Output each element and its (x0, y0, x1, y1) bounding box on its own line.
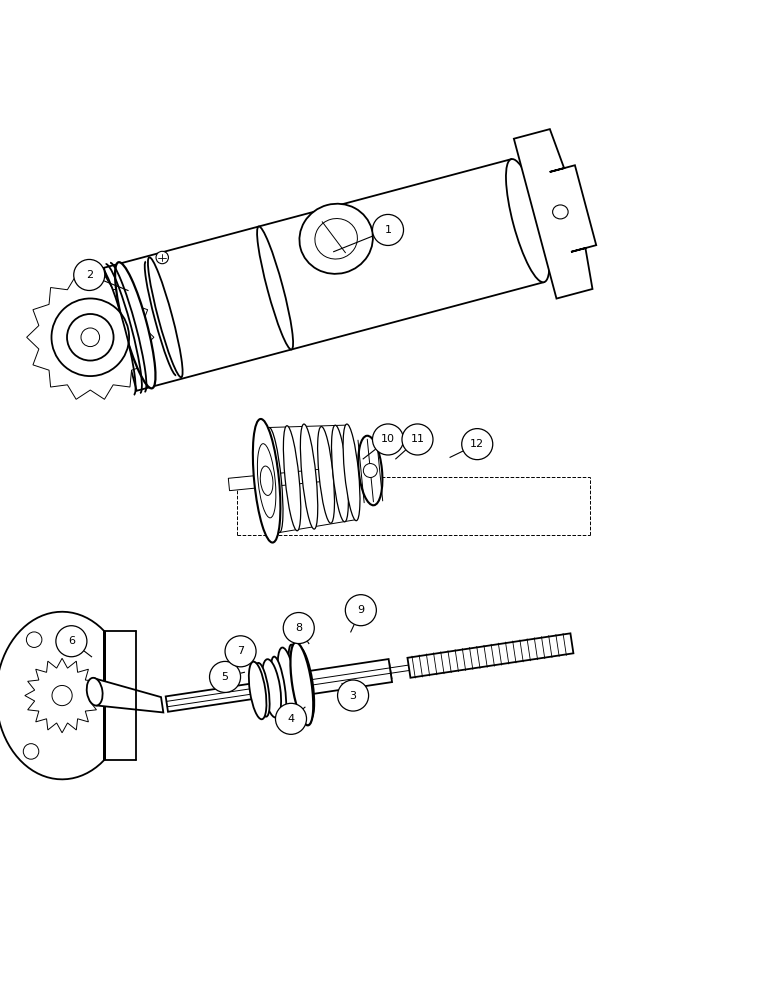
Ellipse shape (331, 425, 348, 522)
Circle shape (225, 636, 256, 667)
Circle shape (345, 595, 376, 626)
Ellipse shape (258, 444, 276, 518)
Ellipse shape (257, 226, 293, 350)
Polygon shape (282, 659, 392, 698)
Text: 4: 4 (287, 714, 295, 724)
Ellipse shape (115, 262, 155, 388)
Text: 1: 1 (384, 225, 392, 235)
Ellipse shape (148, 257, 182, 377)
Polygon shape (26, 275, 154, 399)
Ellipse shape (294, 647, 314, 720)
Ellipse shape (363, 464, 377, 477)
Circle shape (283, 613, 314, 644)
Circle shape (275, 703, 307, 734)
Polygon shape (106, 633, 136, 758)
Circle shape (210, 661, 241, 692)
Circle shape (462, 429, 493, 460)
Ellipse shape (283, 426, 301, 531)
Polygon shape (407, 633, 573, 678)
Ellipse shape (359, 436, 383, 505)
Ellipse shape (249, 662, 266, 719)
Text: 5: 5 (221, 672, 229, 682)
Ellipse shape (265, 427, 283, 533)
Circle shape (156, 251, 168, 264)
Polygon shape (166, 663, 391, 712)
Text: 8: 8 (295, 623, 303, 633)
Ellipse shape (67, 314, 113, 361)
Ellipse shape (81, 328, 99, 347)
Ellipse shape (262, 659, 281, 718)
Circle shape (402, 424, 433, 455)
Text: 12: 12 (470, 439, 484, 449)
Text: 9: 9 (357, 605, 365, 615)
Polygon shape (228, 467, 349, 491)
Text: 6: 6 (68, 636, 75, 646)
Circle shape (338, 680, 369, 711)
Ellipse shape (317, 427, 334, 523)
Ellipse shape (260, 466, 273, 495)
Circle shape (26, 632, 42, 647)
Text: 7: 7 (237, 646, 244, 656)
Ellipse shape (87, 678, 102, 706)
Ellipse shape (553, 205, 568, 219)
Circle shape (372, 214, 404, 245)
Polygon shape (514, 129, 596, 299)
Ellipse shape (343, 424, 360, 521)
Ellipse shape (506, 159, 549, 282)
Text: 2: 2 (85, 270, 93, 280)
Polygon shape (104, 159, 544, 391)
Ellipse shape (289, 645, 306, 724)
Ellipse shape (253, 419, 280, 543)
Circle shape (372, 424, 404, 455)
Ellipse shape (51, 298, 129, 376)
Ellipse shape (300, 204, 373, 274)
Ellipse shape (290, 642, 314, 725)
Polygon shape (25, 658, 99, 733)
Circle shape (74, 259, 105, 290)
Ellipse shape (52, 685, 72, 706)
Text: 3: 3 (349, 691, 357, 701)
Ellipse shape (300, 424, 317, 529)
Ellipse shape (271, 657, 286, 718)
Polygon shape (92, 678, 163, 712)
Text: 11: 11 (411, 434, 424, 444)
Text: 10: 10 (381, 434, 395, 444)
Ellipse shape (255, 663, 269, 717)
Circle shape (56, 626, 87, 657)
Ellipse shape (278, 648, 298, 724)
Polygon shape (0, 612, 105, 779)
Ellipse shape (315, 219, 358, 259)
Circle shape (23, 744, 39, 759)
